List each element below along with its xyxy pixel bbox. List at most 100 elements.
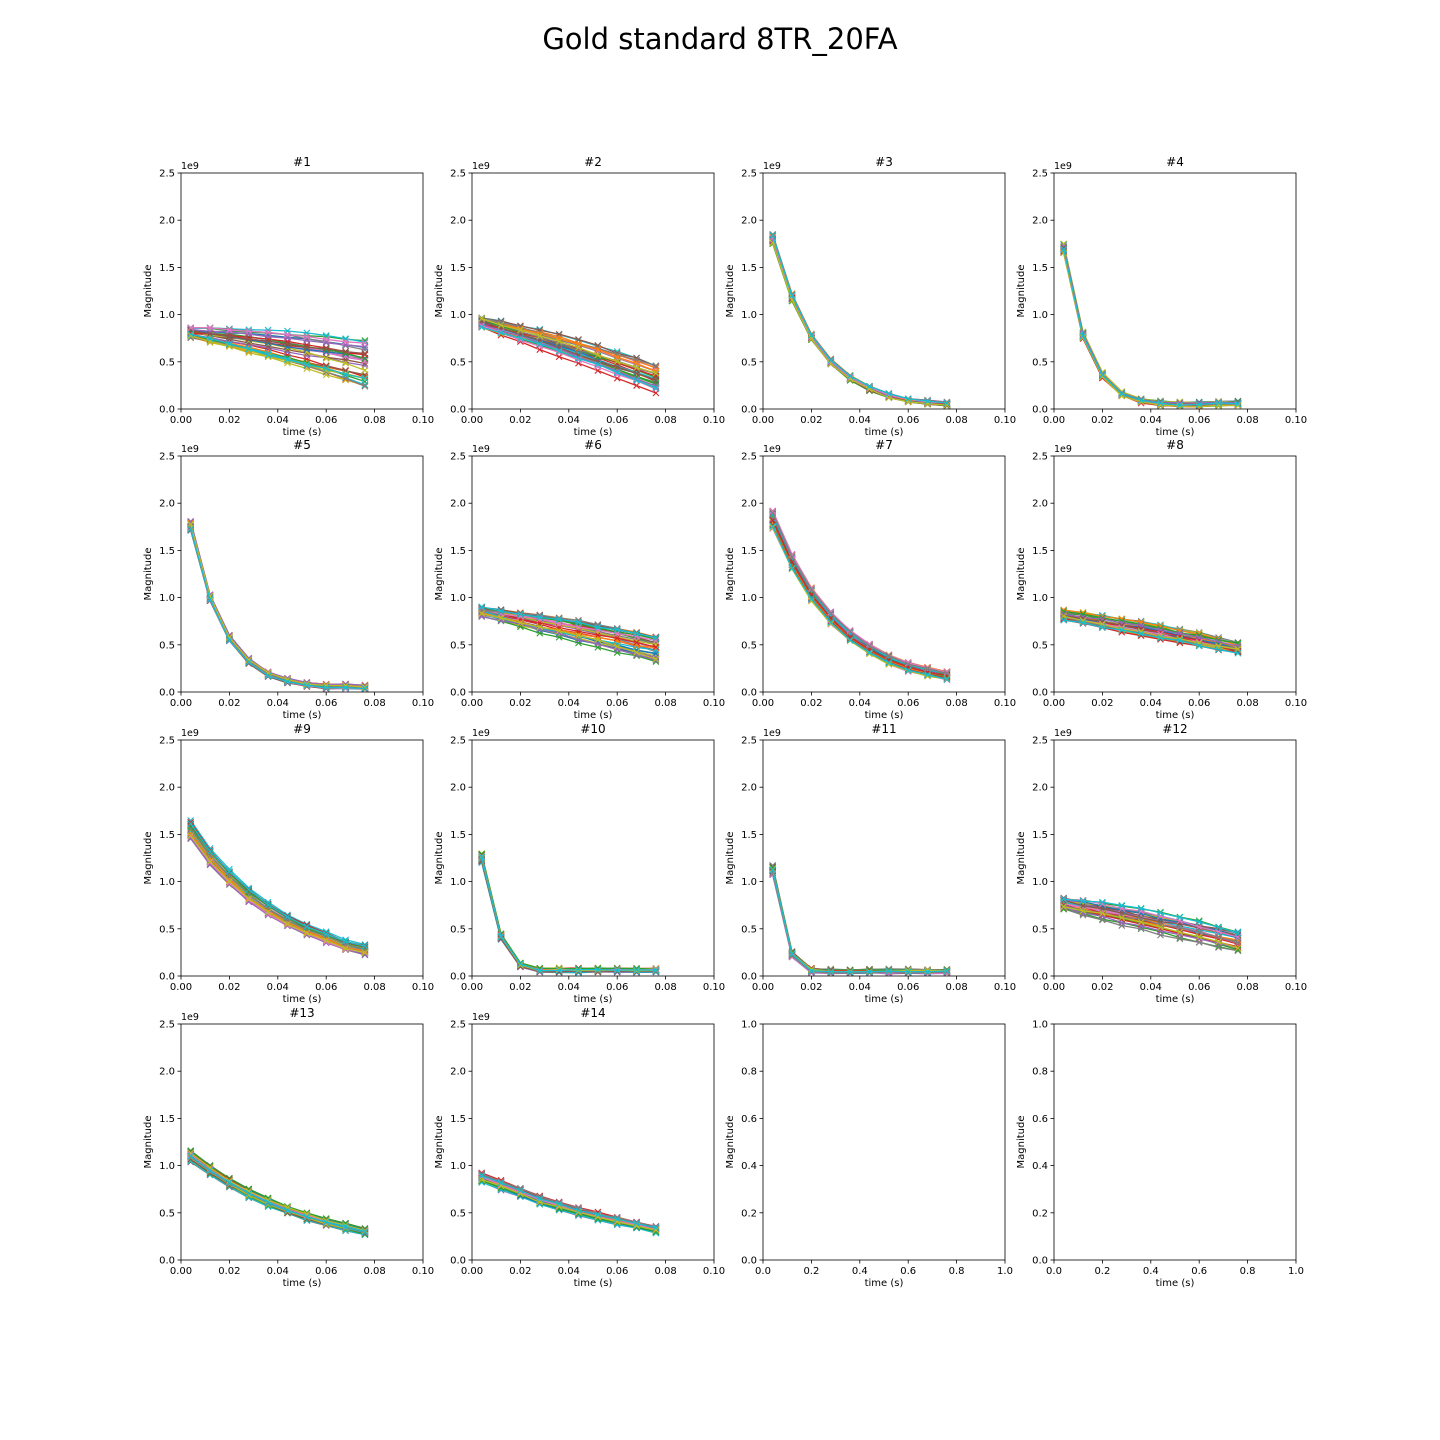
data-point-marker (1157, 399, 1164, 407)
data-point-marker (594, 623, 602, 631)
series-line (772, 514, 948, 674)
data-point-marker (322, 684, 330, 692)
y-axis-label: Magnitude (725, 265, 736, 318)
x-tick-label: 0.08 (363, 1266, 385, 1277)
x-tick-label: 0.04 (558, 698, 580, 709)
data-point-marker (284, 356, 291, 363)
x-tick-label: 0.06 (606, 698, 628, 709)
data-point-marker (652, 655, 660, 663)
series-line (190, 330, 366, 371)
data-point-marker (594, 345, 602, 353)
data-point-marker (769, 230, 777, 238)
x-tick-label: 0.02 (509, 415, 531, 426)
series-line (190, 1160, 366, 1236)
y-tick-label: 1.5 (741, 830, 757, 841)
data-point-marker (594, 636, 602, 644)
data-point-marker (536, 332, 544, 340)
series-line (190, 832, 366, 952)
y-tick-label: 0.5 (450, 924, 466, 935)
series-line (190, 1153, 366, 1232)
series-line (481, 861, 656, 974)
data-point-marker (575, 632, 582, 639)
data-point-marker (769, 509, 777, 517)
series-line (481, 326, 657, 389)
subplot-1: 0.00 0.02 0.04 0.06 0.08 0.100.00.51.01.52.02… (143, 155, 434, 438)
data-point-marker (1099, 910, 1106, 917)
data-point-marker (827, 357, 835, 365)
x-tick-label: 0.10 (412, 415, 434, 426)
subplot-title: #10 (580, 722, 605, 736)
x-tick-label: 0.08 (945, 415, 967, 426)
data-point-marker (904, 666, 912, 674)
data-point-marker (322, 364, 330, 372)
series-line (772, 869, 947, 973)
y-tick-label: 2.5 (159, 736, 175, 747)
data-point-marker (361, 374, 369, 382)
series-line (190, 830, 366, 952)
data-point-marker (1157, 634, 1164, 642)
series-line (190, 825, 366, 949)
data-point-marker (1215, 923, 1222, 931)
data-point-marker (264, 337, 272, 345)
series-line (772, 236, 947, 405)
y-tick-label: 0.5 (741, 924, 757, 935)
y-tick-label: 1.0 (741, 877, 757, 888)
y-tick-label: 0.0 (1032, 405, 1048, 416)
y-tick-label: 1.0 (159, 877, 175, 888)
x-tick-label: 0.04 (1140, 982, 1162, 993)
y-tick-label: 0.0 (741, 405, 757, 416)
data-point-marker (1215, 938, 1222, 946)
series-line (481, 608, 657, 646)
data-point-marker (1060, 246, 1068, 253)
series-line (481, 860, 656, 973)
series-line (772, 520, 948, 677)
x-axis-label: time (s) (865, 994, 904, 1005)
series-line (772, 520, 948, 677)
series-line (190, 524, 365, 688)
axes-frame (471, 739, 715, 977)
series-line (481, 856, 656, 971)
x-axis-label: time (s) (1156, 994, 1195, 1005)
series-line (190, 333, 366, 380)
y-tick-label: 2.0 (741, 499, 757, 510)
data-point-marker (943, 669, 951, 677)
data-point-marker (322, 354, 330, 362)
data-point-marker (226, 340, 233, 347)
x-tick-label: 0.00 (752, 415, 774, 426)
series-line (190, 526, 365, 688)
x-tick-label: 0.02 (218, 415, 240, 426)
series-line (190, 829, 366, 951)
data-point-marker (633, 967, 640, 975)
subplot-8: 0.00 0.02 0.04 0.06 0.08 0.100.00.51.01.52.02… (1016, 438, 1307, 721)
data-point-marker (866, 968, 873, 976)
x-tick-label: 0.04 (1140, 698, 1162, 709)
data-point-marker (633, 370, 640, 377)
data-point-marker (1060, 616, 1068, 624)
y-tick-label: 1.5 (741, 546, 757, 557)
data-point-marker (1234, 930, 1242, 937)
data-point-marker (361, 350, 369, 357)
y-axis-label: Magnitude (1016, 832, 1027, 885)
x-tick-label: 0.08 (363, 415, 385, 426)
subplot-12: 0.00 0.02 0.04 0.06 0.08 0.100.00.51.01.52.02… (1016, 722, 1307, 1005)
y-tick-label: 2.5 (741, 169, 757, 180)
x-tick-label: 0.00 (170, 1266, 192, 1277)
x-tick-label: 0.08 (945, 698, 967, 709)
y-tick-label: 0.5 (450, 640, 466, 651)
series-line (1063, 247, 1238, 406)
y-tick-label: 0.0 (450, 972, 466, 983)
series-line (190, 835, 366, 954)
data-point-marker (187, 330, 195, 338)
series-line (772, 511, 948, 674)
data-point-marker (652, 369, 660, 377)
data-point-marker (303, 929, 311, 937)
data-point-marker (342, 338, 349, 346)
y-tick-label: 1.0 (741, 593, 757, 604)
series-line (190, 835, 366, 954)
series-line (772, 237, 947, 405)
series-line (481, 856, 656, 972)
y-tick-label: 1.0 (450, 877, 466, 888)
data-point-marker (652, 643, 660, 651)
series-line (481, 854, 656, 971)
data-point-marker (187, 818, 195, 826)
